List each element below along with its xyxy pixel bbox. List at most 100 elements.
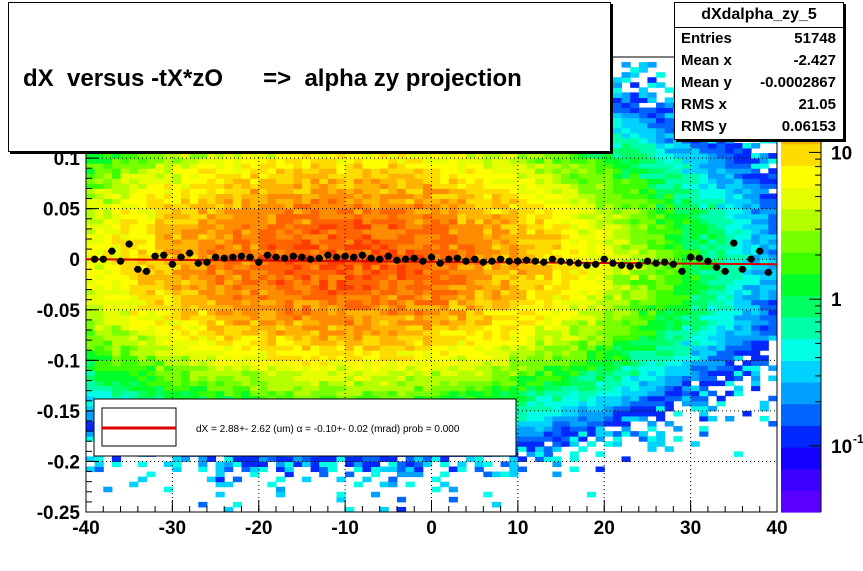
heatmap-cell bbox=[448, 284, 458, 291]
heatmap-cell bbox=[621, 284, 631, 291]
heatmap-cell bbox=[250, 203, 260, 210]
heatmap-cell bbox=[224, 188, 234, 194]
heatmap-cell bbox=[293, 274, 303, 280]
heatmap-cell bbox=[448, 496, 458, 503]
heatmap-cell bbox=[543, 188, 553, 194]
heatmap-cell bbox=[276, 385, 286, 392]
heatmap-cell bbox=[319, 324, 329, 331]
heatmap-cell bbox=[552, 153, 562, 159]
heatmap-cell bbox=[103, 203, 113, 210]
heatmap-cell bbox=[111, 390, 122, 397]
heatmap-cell bbox=[181, 324, 191, 331]
heatmap-cell bbox=[543, 178, 553, 184]
heatmap-cell bbox=[120, 249, 130, 255]
heatmap-cell bbox=[250, 218, 260, 225]
heatmap-cell bbox=[569, 274, 579, 280]
heatmap-cell bbox=[586, 340, 597, 346]
heatmap-cell bbox=[189, 249, 199, 255]
heatmap-cell bbox=[388, 324, 398, 331]
heatmap-cell bbox=[258, 319, 268, 326]
heatmap-cell bbox=[604, 410, 614, 417]
heatmap-cell bbox=[457, 319, 467, 326]
heatmap-cell bbox=[621, 330, 631, 336]
heatmap-cell bbox=[284, 223, 294, 230]
heatmap-cell bbox=[250, 269, 260, 275]
heatmap-cell bbox=[146, 370, 156, 376]
heatmap-cell bbox=[241, 239, 251, 245]
heatmap-cell bbox=[440, 153, 450, 159]
heatmap-cell bbox=[491, 153, 502, 159]
heatmap-cell bbox=[103, 264, 113, 270]
heatmap-cell bbox=[232, 284, 242, 291]
heatmap-cell bbox=[457, 213, 467, 220]
heatmap-cell bbox=[535, 350, 545, 356]
heatmap-cell bbox=[163, 239, 173, 245]
heatmap-cell bbox=[111, 380, 122, 387]
heatmap-cell bbox=[578, 324, 588, 331]
heatmap-cell bbox=[431, 274, 441, 280]
heatmap-cell bbox=[612, 233, 623, 240]
heatmap-cell bbox=[595, 466, 605, 473]
heatmap-cell bbox=[336, 330, 346, 336]
heatmap-cell bbox=[293, 289, 303, 296]
heatmap-cell bbox=[457, 178, 467, 184]
heatmap-cell bbox=[604, 173, 614, 179]
heatmap-cell bbox=[276, 218, 286, 225]
heatmap-cell bbox=[327, 244, 337, 250]
heatmap-cell bbox=[301, 158, 312, 164]
heatmap-cell bbox=[509, 153, 519, 159]
heatmap-cell bbox=[500, 309, 510, 316]
heatmap-cell bbox=[120, 350, 130, 356]
heatmap-cell bbox=[595, 375, 605, 382]
heatmap-cell bbox=[457, 203, 467, 210]
heatmap-cell bbox=[146, 385, 156, 392]
heatmap-cell bbox=[206, 390, 217, 397]
heatmap-cell bbox=[535, 365, 545, 371]
heatmap-cell bbox=[319, 198, 329, 205]
heatmap-cell bbox=[181, 264, 191, 270]
heatmap-cell bbox=[224, 335, 234, 341]
heatmap-cell bbox=[258, 456, 268, 462]
heatmap-cell bbox=[310, 274, 320, 280]
heatmap-cell bbox=[198, 330, 208, 336]
heatmap-cell bbox=[612, 380, 623, 387]
heatmap-cell bbox=[621, 193, 631, 200]
heatmap-cell bbox=[345, 168, 355, 174]
heatmap-cell bbox=[517, 233, 528, 240]
heatmap-cell bbox=[284, 239, 294, 245]
heatmap-cell bbox=[526, 233, 536, 240]
heatmap-cell bbox=[517, 446, 528, 452]
heatmap-cell bbox=[258, 461, 268, 467]
heatmap-cell bbox=[111, 173, 122, 179]
heatmap-cell bbox=[310, 360, 320, 366]
heatmap-cell bbox=[561, 345, 571, 351]
heatmap-cell bbox=[353, 335, 363, 341]
heatmap-cell bbox=[595, 309, 605, 316]
heatmap-cell bbox=[172, 370, 182, 376]
heatmap-cell bbox=[224, 178, 234, 184]
heatmap-cell bbox=[604, 324, 614, 331]
heatmap-cell bbox=[94, 279, 104, 285]
heatmap-cell bbox=[431, 294, 441, 301]
heatmap-cell bbox=[250, 335, 260, 341]
heatmap-cell bbox=[353, 355, 363, 361]
heatmap-cell bbox=[293, 203, 303, 210]
heatmap-cell bbox=[604, 289, 614, 296]
heatmap-cell bbox=[189, 335, 199, 341]
heatmap-cell bbox=[86, 421, 96, 427]
heatmap-cell bbox=[509, 244, 519, 250]
heatmap-cell bbox=[405, 153, 415, 159]
heatmap-cell bbox=[276, 390, 286, 397]
heatmap-cell bbox=[86, 193, 96, 200]
heatmap-cell bbox=[215, 340, 225, 346]
heatmap-cell bbox=[224, 360, 234, 366]
heatmap-cell bbox=[578, 269, 588, 275]
heatmap-cell bbox=[224, 198, 234, 205]
heatmap-cell bbox=[327, 168, 337, 174]
heatmap-cell bbox=[353, 158, 363, 164]
heatmap-cell bbox=[552, 441, 562, 447]
heatmap-cell bbox=[189, 314, 199, 321]
heatmap-cell bbox=[578, 183, 588, 189]
heatmap-cell bbox=[336, 233, 346, 240]
heatmap-cell bbox=[405, 365, 415, 371]
